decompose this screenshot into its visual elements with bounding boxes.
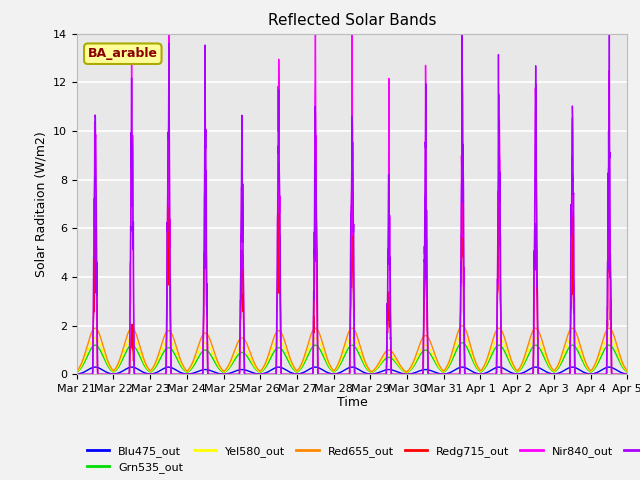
Blu475_out bbox=[227, 370, 235, 376]
Redg715_out bbox=[380, 372, 388, 377]
Nir840_out bbox=[368, 372, 376, 377]
Grn535_out bbox=[623, 369, 631, 375]
Grn535_out bbox=[513, 369, 520, 374]
Grn535_out bbox=[575, 351, 583, 357]
Redg715_out bbox=[512, 372, 520, 377]
Yel580_out bbox=[458, 333, 466, 338]
Grn535_out bbox=[368, 370, 376, 375]
Grn535_out bbox=[73, 369, 81, 375]
Red655_out bbox=[73, 368, 81, 374]
Line: Blu475_out: Blu475_out bbox=[77, 367, 627, 374]
Blu475_out bbox=[73, 371, 81, 377]
Nir945_out bbox=[368, 372, 376, 377]
Line: Nir945_out: Nir945_out bbox=[77, 16, 627, 374]
Nir840_out bbox=[348, 3, 356, 9]
Red655_out bbox=[368, 369, 376, 375]
Line: Nir840_out: Nir840_out bbox=[77, 6, 627, 374]
Line: Red655_out: Red655_out bbox=[77, 326, 627, 372]
Yel580_out bbox=[623, 369, 631, 374]
Grn535_out bbox=[591, 366, 598, 372]
Nir945_out bbox=[623, 372, 631, 377]
Grn535_out bbox=[227, 364, 234, 370]
Y-axis label: Solar Raditaion (W/m2): Solar Raditaion (W/m2) bbox=[35, 131, 47, 277]
Red655_out bbox=[458, 323, 466, 329]
Blu475_out bbox=[92, 364, 99, 370]
Nir840_out bbox=[227, 372, 234, 377]
Blu475_out bbox=[591, 371, 598, 376]
Title: Reflected Solar Bands: Reflected Solar Bands bbox=[268, 13, 436, 28]
Yel580_out bbox=[227, 362, 234, 368]
Nir945_out bbox=[227, 372, 234, 377]
Redg715_out bbox=[227, 372, 234, 377]
Yel580_out bbox=[575, 346, 583, 351]
Yel580_out bbox=[380, 356, 388, 361]
Blu475_out bbox=[623, 371, 631, 377]
Blu475_out bbox=[220, 372, 227, 377]
Line: Redg715_out: Redg715_out bbox=[77, 144, 627, 374]
Nir945_out bbox=[575, 372, 582, 377]
Nir840_out bbox=[73, 372, 81, 377]
Red655_out bbox=[623, 368, 631, 373]
Red655_out bbox=[403, 369, 410, 375]
Text: BA_arable: BA_arable bbox=[88, 47, 158, 60]
Nir840_out bbox=[380, 372, 388, 377]
Redg715_out bbox=[590, 372, 598, 377]
Blu475_out bbox=[575, 367, 583, 372]
Blu475_out bbox=[369, 371, 376, 377]
Nir945_out bbox=[380, 372, 388, 377]
Nir945_out bbox=[458, 13, 466, 19]
Legend: Blu475_out, Grn535_out, Yel580_out, Red655_out, Redg715_out, Nir840_out, Nir945_: Blu475_out, Grn535_out, Yel580_out, Red6… bbox=[83, 441, 640, 478]
Grn535_out bbox=[403, 370, 410, 376]
Nir945_out bbox=[512, 372, 520, 377]
Red655_out bbox=[380, 351, 388, 357]
Yel580_out bbox=[73, 369, 81, 374]
Red655_out bbox=[575, 338, 583, 344]
Red655_out bbox=[591, 363, 598, 369]
Grn535_out bbox=[458, 340, 466, 346]
Grn535_out bbox=[380, 358, 388, 363]
Redg715_out bbox=[312, 142, 319, 147]
Red655_out bbox=[227, 359, 234, 364]
Red655_out bbox=[513, 367, 520, 372]
X-axis label: Time: Time bbox=[337, 396, 367, 408]
Nir945_out bbox=[590, 372, 598, 377]
Yel580_out bbox=[403, 370, 410, 375]
Nir840_out bbox=[623, 372, 631, 377]
Blu475_out bbox=[380, 368, 388, 373]
Redg715_out bbox=[73, 372, 81, 377]
Yel580_out bbox=[513, 368, 520, 373]
Yel580_out bbox=[591, 365, 598, 371]
Blu475_out bbox=[513, 371, 520, 377]
Nir840_out bbox=[575, 372, 582, 377]
Nir945_out bbox=[73, 372, 81, 377]
Nir840_out bbox=[590, 372, 598, 377]
Line: Yel580_out: Yel580_out bbox=[77, 336, 627, 372]
Line: Grn535_out: Grn535_out bbox=[77, 343, 627, 373]
Nir840_out bbox=[512, 372, 520, 377]
Redg715_out bbox=[575, 372, 582, 377]
Redg715_out bbox=[623, 372, 631, 377]
Redg715_out bbox=[368, 372, 376, 377]
Yel580_out bbox=[368, 370, 376, 375]
